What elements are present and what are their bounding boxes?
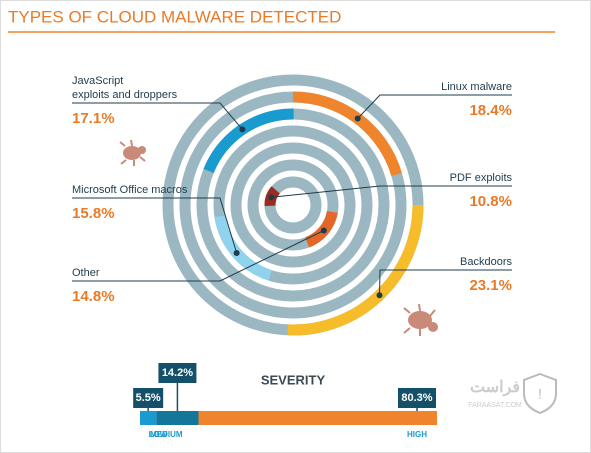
leader-dot [354, 115, 361, 122]
category-label: MEDIUM [150, 430, 183, 439]
leader-dot [268, 194, 275, 201]
leader-dot [233, 249, 240, 256]
category-label: JavaScript exploits and droppers [72, 75, 178, 101]
value-label: 23.1% [469, 277, 512, 294]
leader-dot [239, 126, 246, 133]
bug-icon [119, 139, 146, 166]
category-label: Microsoft Office macros [72, 184, 188, 196]
leader-line [379, 269, 512, 296]
leader-line [72, 102, 243, 130]
chart-title: TYPES OF CLOUD MALWARE DETECTED [8, 7, 341, 26]
leader-line [72, 230, 325, 282]
value-label: 14.2% [162, 367, 193, 379]
category-label: LOW [149, 430, 168, 439]
category-label: Backdoors [460, 256, 512, 268]
bug-icon [403, 303, 438, 336]
severity-segment [156, 411, 199, 425]
value-label: 80.3% [401, 392, 432, 404]
leader-line [357, 94, 512, 119]
value-label: 10.8% [469, 193, 512, 210]
severity-segment [198, 411, 437, 425]
watermark-url: FARAASAT.COM [468, 402, 522, 409]
value-box [158, 363, 197, 383]
leader-line [271, 185, 512, 198]
value-label: 18.4% [469, 102, 512, 119]
ring-track [230, 142, 356, 268]
category-label: PDF exploits [450, 172, 513, 184]
category-label: Other [72, 267, 100, 279]
value-label: 15.8% [72, 205, 115, 222]
ring-track [213, 125, 373, 285]
severity-segment [140, 411, 157, 425]
category-label: HIGH [407, 430, 427, 439]
value-label: 17.1% [72, 110, 115, 127]
category-label: Linux malware [441, 81, 512, 93]
value-label: 14.8% [72, 288, 115, 305]
leader-dot [376, 292, 383, 299]
leader-line [72, 197, 238, 254]
svg-text:!: ! [538, 386, 542, 402]
severity-title: SEVERITY [261, 372, 326, 387]
watermark-name: فراست [470, 379, 520, 397]
watermark-logo: ! [523, 372, 557, 415]
value-box [398, 388, 436, 408]
value-box [133, 388, 164, 408]
value-label: 5.5% [136, 392, 161, 404]
leader-dot [320, 227, 327, 234]
